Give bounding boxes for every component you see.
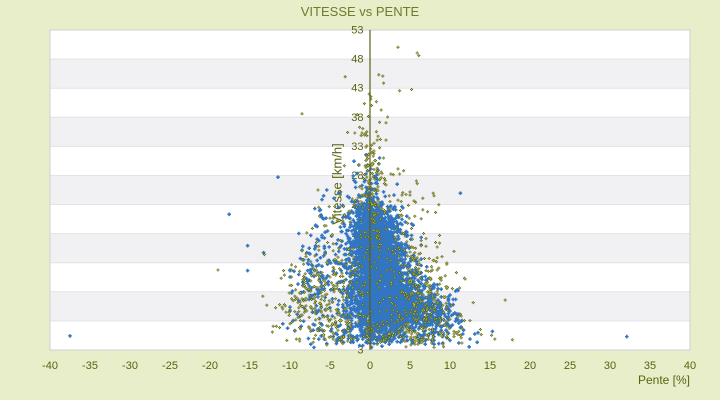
series-2-marker-centers xyxy=(217,46,513,348)
x-tick-label: -35 xyxy=(82,360,98,372)
y-tick-label: 33 xyxy=(351,141,363,153)
x-tick-label: -10 xyxy=(282,360,298,372)
x-tick-label: -15 xyxy=(242,360,258,372)
x-tick-label: 25 xyxy=(564,360,576,372)
x-tick-label: -40 xyxy=(42,360,58,372)
series-1-points xyxy=(68,153,629,350)
x-tick-label: 20 xyxy=(524,360,536,372)
x-tick-label: 15 xyxy=(484,360,496,372)
x-tick-label: 30 xyxy=(604,360,616,372)
y-axis-title: Vitesse [km/h] xyxy=(330,143,345,224)
scatter-points xyxy=(68,45,629,350)
x-tick-label: 40 xyxy=(684,360,696,372)
x-tick-label: 5 xyxy=(407,360,413,372)
y-tick-label: 48 xyxy=(351,54,363,66)
x-tick-label: -5 xyxy=(325,360,335,372)
y-tick-label: 38 xyxy=(351,112,363,124)
x-tick-label: -30 xyxy=(122,360,138,372)
x-tick-label: -20 xyxy=(202,360,218,372)
y-axis-end-label: 3 xyxy=(357,345,363,357)
y-tick-label: 43 xyxy=(351,83,363,95)
x-tick-label: 0 xyxy=(367,360,373,372)
x-axis-title: Pente [%] xyxy=(638,373,690,387)
y-tick-label: 53 xyxy=(351,25,363,37)
x-tick-label: -25 xyxy=(162,360,178,372)
chart-title: VITESSE vs PENTE xyxy=(301,4,420,19)
x-tick-label: 10 xyxy=(444,360,456,372)
x-tick-label: 35 xyxy=(644,360,656,372)
x-axis-tick-labels: -40 -35 -30 -25 -20 -15 -10 -5 0 5 10 15 20 25 30 35 40 xyxy=(42,360,696,372)
